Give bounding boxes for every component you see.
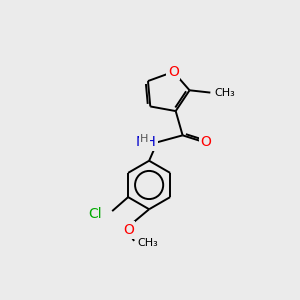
Text: Cl: Cl — [88, 207, 102, 221]
Text: O: O — [123, 223, 134, 237]
Text: CH₃: CH₃ — [138, 238, 158, 248]
Text: NH: NH — [135, 135, 156, 149]
Text: O: O — [168, 65, 179, 79]
Text: CH₃: CH₃ — [214, 88, 235, 98]
Text: H: H — [140, 134, 149, 145]
Text: O: O — [200, 135, 211, 149]
